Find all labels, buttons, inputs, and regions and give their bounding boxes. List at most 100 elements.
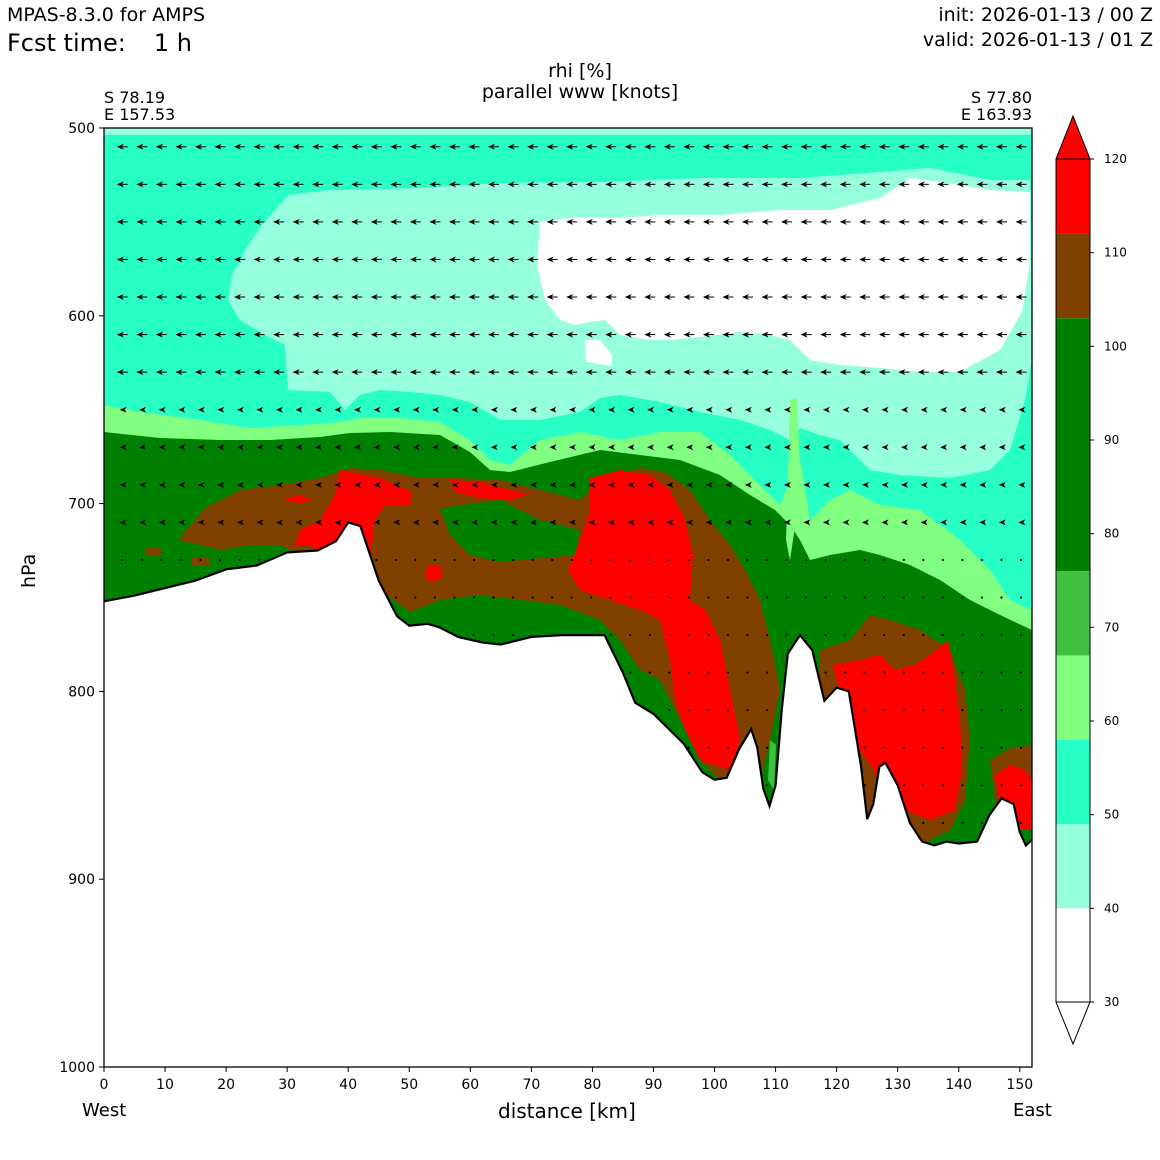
- wind-calm-dot: [707, 596, 710, 599]
- wind-arrow: [488, 369, 496, 376]
- wind-arrow: [488, 181, 496, 188]
- wind-arrow: [979, 519, 987, 526]
- fcst-value: 1 h: [153, 29, 192, 57]
- wind-arrow: [409, 256, 417, 263]
- wind-arrow: [800, 369, 808, 376]
- wind-calm-dot: [902, 596, 905, 599]
- wind-arrow: [956, 181, 964, 188]
- wind-calm-dot: [1019, 784, 1023, 787]
- wind-calm-dot: [883, 671, 886, 674]
- wind-calm-dot: [160, 558, 163, 562]
- wind-arrow: [937, 256, 945, 263]
- wind-calm-dot: [668, 558, 671, 562]
- wind-calm-dot: [941, 558, 944, 562]
- wind-arrow: [683, 369, 691, 376]
- wind-arrow: [800, 143, 808, 150]
- wind-arrow: [253, 331, 261, 338]
- wind-arrow: [236, 519, 244, 526]
- wind-arrow: [998, 444, 1006, 451]
- wind-arrow: [194, 218, 202, 225]
- wind-arrow: [370, 256, 378, 263]
- wind-calm-dot: [980, 784, 984, 787]
- wind-arrow: [136, 331, 144, 338]
- x-axis: 0 10 20 30 40 50 60 70 80 90 100 110 120 130 140 150: [100, 1067, 1033, 1093]
- wind-arrow: [647, 444, 655, 451]
- wind-arrow: [803, 406, 811, 413]
- wind-arrow: [702, 369, 710, 376]
- wind-arrow: [937, 218, 945, 225]
- wind-arrow: [256, 519, 264, 526]
- wind-arrow: [331, 294, 339, 301]
- wind-arrow: [842, 406, 850, 413]
- wind-arrow: [959, 519, 967, 526]
- wind-arrow: [878, 294, 886, 301]
- wind-arrow: [764, 406, 772, 413]
- wind-arrow: [175, 256, 183, 263]
- wind-calm-dot: [746, 709, 749, 712]
- wind-arrow: [155, 294, 163, 301]
- colorbar-swatch: [1056, 571, 1090, 656]
- x-tick-label: 20: [217, 1077, 235, 1093]
- wind-arrow: [527, 218, 535, 225]
- x-axis-label: distance [km]: [498, 1099, 636, 1123]
- wind-arrow: [1015, 331, 1023, 338]
- wind-arrow: [761, 369, 769, 376]
- wind-arrow: [429, 256, 437, 263]
- wind-arrow: [624, 294, 632, 301]
- wind-arrow: [373, 519, 381, 526]
- wind-arrow: [976, 181, 984, 188]
- wind-arrow: [468, 181, 476, 188]
- wind-arrow: [1015, 218, 1023, 225]
- wind-arrow: [214, 256, 222, 263]
- wind-calm-dot: [980, 633, 984, 637]
- wind-calm-dot: [883, 558, 886, 562]
- wind-arrow: [275, 519, 283, 526]
- wind-arrow: [588, 406, 596, 413]
- wind-calm-dot: [824, 633, 827, 637]
- wind-arrow: [507, 218, 515, 225]
- left-lon: E 157.53: [104, 105, 176, 124]
- wind-calm-dot: [883, 596, 886, 599]
- wind-calm-dot: [1000, 596, 1003, 599]
- wind-arrow: [683, 331, 691, 338]
- wind-arrow: [585, 218, 593, 225]
- wind-arrow: [1015, 294, 1023, 301]
- x-tick-label: 80: [584, 1077, 602, 1093]
- wind-arrow: [761, 294, 769, 301]
- wind-arrow: [412, 481, 420, 488]
- wind-arrow: [859, 181, 867, 188]
- wind-arrow: [178, 406, 186, 413]
- wind-arrow: [468, 256, 476, 263]
- wind-arrow: [568, 519, 576, 526]
- wind-arrow: [781, 369, 789, 376]
- wind-arrow: [1018, 481, 1026, 488]
- wind-arrow: [390, 294, 398, 301]
- wind-arrow: [549, 406, 557, 413]
- wind-arrow: [390, 256, 398, 263]
- wind-arrow: [292, 218, 300, 225]
- wind-arrow: [744, 519, 752, 526]
- wind-arrow: [783, 406, 791, 413]
- wind-arrow: [764, 444, 772, 451]
- wind-arrow: [741, 218, 749, 225]
- wind-arrow: [859, 331, 867, 338]
- wind-calm-dot: [668, 671, 671, 674]
- wind-arrow: [119, 481, 127, 488]
- wind-arrow: [959, 444, 967, 451]
- wind-arrow: [647, 519, 655, 526]
- wind-arrow: [588, 481, 596, 488]
- wind-arrow: [608, 481, 616, 488]
- wind-arrow: [471, 444, 479, 451]
- wind-calm-dot: [414, 558, 417, 562]
- wind-calm-dot: [629, 633, 632, 637]
- wind-arrow: [995, 143, 1003, 150]
- wind-calm-dot: [765, 671, 769, 674]
- wind-arrow: [236, 444, 244, 451]
- wind-arrow: [663, 181, 671, 188]
- wind-arrow: [605, 331, 613, 338]
- wind-calm-dot: [883, 746, 886, 749]
- wind-calm-dot: [707, 671, 710, 674]
- wind-arrow: [859, 369, 867, 376]
- wind-calm-dot: [824, 671, 827, 674]
- wind-arrow: [468, 218, 476, 225]
